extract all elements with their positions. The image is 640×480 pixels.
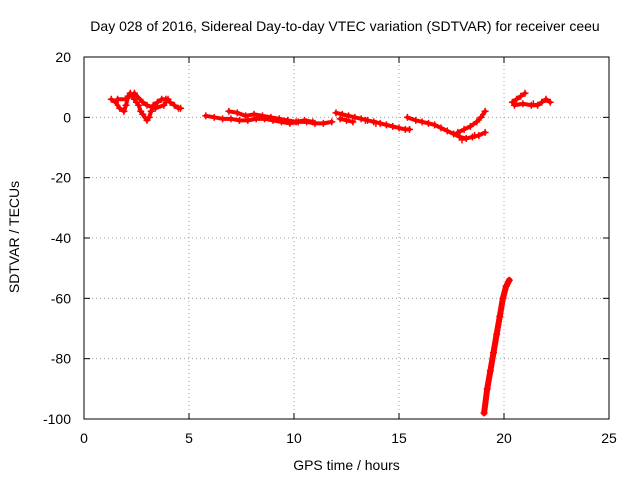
- data-point: [505, 276, 513, 284]
- data-point: [480, 409, 488, 417]
- y-tick-label: 0: [63, 109, 71, 125]
- y-tick-label: -80: [51, 351, 71, 367]
- series-segment: [161, 97, 170, 108]
- series-segment: [478, 109, 488, 120]
- series-segment: [344, 118, 355, 124]
- series-segment: [302, 118, 315, 124]
- series-segment: [518, 91, 527, 99]
- gridlines: [84, 57, 609, 419]
- x-tick-label: 20: [496, 430, 512, 446]
- y-tick-label: -20: [51, 170, 71, 186]
- axis-ticks: 0 5 10 15 20 25 20 0 -20 -40 -60 -80 -100: [43, 49, 617, 446]
- x-tick-label: 25: [601, 430, 617, 446]
- chart-title: Day 028 of 2016, Sidereal Day-to-day VTE…: [90, 18, 600, 34]
- data-point: [493, 331, 501, 339]
- x-tick-label: 10: [286, 430, 302, 446]
- series-segment: [321, 119, 334, 126]
- data-point: [490, 349, 497, 357]
- y-tick-label: -60: [51, 290, 71, 306]
- y-tick-label: 20: [55, 49, 71, 65]
- series-segment: [476, 130, 488, 138]
- x-axis-label: GPS time / hours: [293, 457, 400, 473]
- plot-frame: [83, 56, 610, 420]
- data-point: [499, 294, 507, 302]
- x-tick-label: 15: [391, 430, 407, 446]
- data-marks: [107, 89, 554, 417]
- y-axis-label: SDTVAR / TECUs: [6, 180, 22, 294]
- data-point: [496, 312, 504, 320]
- data-point: [502, 282, 510, 290]
- y-tick-label: -100: [43, 411, 71, 427]
- x-tick-label: 5: [185, 430, 193, 446]
- x-tick-label: 0: [80, 430, 88, 446]
- data-point: [483, 385, 491, 393]
- series-line: [481, 277, 513, 416]
- data-point: [486, 367, 494, 375]
- y-tick-label: -40: [51, 230, 71, 246]
- series-segment: [544, 97, 553, 105]
- series-segment: [132, 91, 145, 105]
